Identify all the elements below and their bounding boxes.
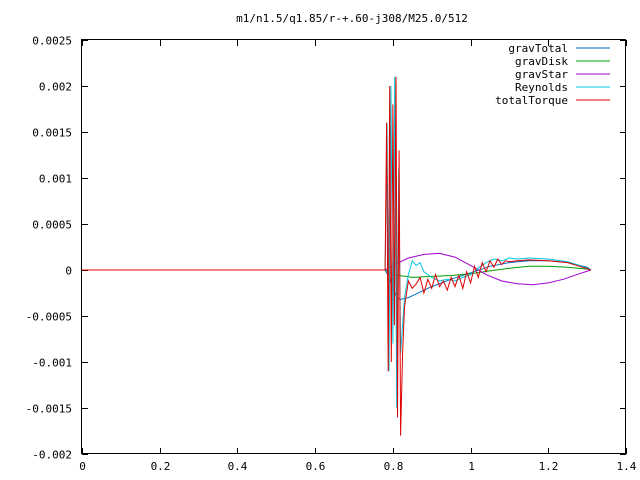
legend-label-gravtotal: gravTotal [508,42,568,55]
x-tick-label: 1 [468,460,475,473]
x-tick-label: 1.4 [617,460,637,473]
y-tick-label: 0.001 [39,173,72,186]
series-line-gravtotal [82,260,592,300]
y-axis: 0.0025 0.002 0.0015 0.001 0.0005 0 -0.0005 -0.0… [26,35,626,462]
y-tick-label: 0.002 [39,81,72,94]
legend-label-gravdisk: gravDisk [515,55,568,68]
y-tick-label: -0.0015 [26,403,72,416]
x-tick-label: 0 [79,460,86,473]
x-tick-label: 0.6 [306,460,326,473]
y-tick-label: -0.002 [32,449,72,462]
legend-label-gravstar: gravStar [515,68,568,81]
series-line-reynolds [82,76,592,409]
series-line-gravdisk [82,265,592,278]
x-tick-label: 1.2 [539,460,559,473]
x-tick-label: 0.8 [384,460,404,473]
chart-title: m1/n1.5/q1.85/r-+.60-j308/M25.0/512 [236,12,468,25]
y-tick-label: 0.0015 [32,127,72,140]
x-tick-label: 0.2 [151,460,171,473]
x-axis: 0 0.2 0.4 0.6 0.8 1 1.2 1.4 [79,40,637,473]
series-lines [82,76,592,436]
y-tick-label: 0 [65,265,72,278]
y-tick-label: 0.0025 [32,35,72,48]
legend-label-reynolds: Reynolds [515,81,568,94]
y-tick-label: 0.0005 [32,219,72,232]
series-line-totaltorque [82,76,592,436]
y-tick-label: -0.001 [32,357,72,370]
legend: gravTotalgravDiskgravStarReynoldstotalTo… [495,42,610,107]
plot-area-frame [81,39,626,454]
y-tick-label: -0.0005 [26,311,72,324]
x-tick-label: 0.4 [228,460,248,473]
series-line-gravstar [82,252,592,286]
legend-label-totaltorque: totalTorque [495,94,568,107]
